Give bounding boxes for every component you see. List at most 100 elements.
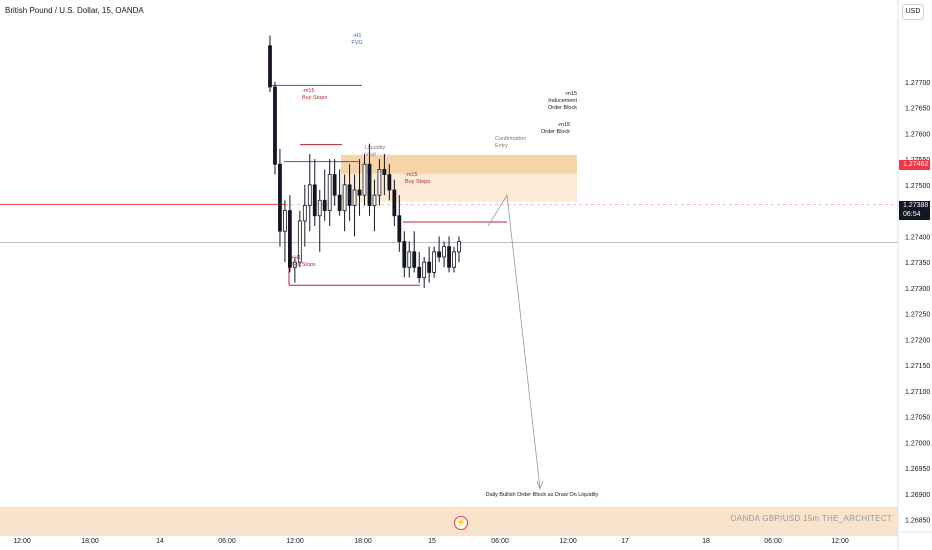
- candle-body: [273, 86, 277, 165]
- candle-body: [322, 199, 327, 212]
- candle: [427, 246, 432, 283]
- inducement-label: Inducement: [548, 98, 577, 104]
- candle: [417, 251, 422, 283]
- candle: [402, 231, 407, 278]
- time-tick-label: 06:00: [764, 538, 782, 545]
- candle-body: [347, 184, 352, 206]
- candle-body: [457, 241, 461, 253]
- candle: [287, 195, 292, 273]
- candle-body: [367, 163, 372, 206]
- candle-body: [307, 184, 312, 206]
- candle-body: [362, 163, 367, 196]
- candle: [322, 169, 327, 221]
- time-tick-label: 18:00: [81, 538, 99, 545]
- candle-body: [337, 194, 342, 212]
- currency-button[interactable]: USD: [902, 4, 924, 20]
- candle-body: [302, 205, 307, 222]
- candle: [347, 164, 352, 221]
- candle-body: [352, 189, 357, 206]
- price-tick-label: 1.27500: [905, 183, 930, 190]
- candle: [382, 153, 387, 196]
- candle: [392, 179, 397, 227]
- price-tick-label: 1.27100: [905, 389, 930, 396]
- candle-body: [372, 194, 377, 206]
- candle: [412, 231, 417, 273]
- candle-body: [422, 261, 427, 278]
- price-tick-label: 1.27400: [905, 234, 930, 241]
- candle-body: [392, 189, 397, 217]
- chart-zones: [0, 154, 898, 537]
- bar-countdown: 06:54: [903, 211, 921, 218]
- candle: [332, 159, 337, 206]
- chart-title: British Pound / U.S. Dollar, 15, OANDA: [5, 6, 144, 15]
- candle-body: [292, 261, 297, 268]
- candle: [372, 179, 377, 232]
- inducement-label: -m15: [564, 91, 577, 97]
- price-tick-label: 1.27150: [905, 363, 930, 370]
- candle: [447, 236, 451, 273]
- candle: [307, 153, 312, 232]
- candle-body: [342, 184, 347, 212]
- candle-body: [417, 266, 422, 278]
- price-tick-label: 1.26850: [905, 518, 930, 525]
- fvg-label: -H1: [353, 33, 362, 39]
- current-price-tag: 1.27388 06:54: [899, 201, 930, 220]
- candle-body: [427, 261, 432, 273]
- price-tick-label: 1.27200: [905, 337, 930, 344]
- price-tick-label: 1.26950: [905, 466, 930, 473]
- confirmation-entry-label: Entry: [495, 143, 508, 149]
- candle-body: [437, 251, 442, 258]
- candle-body: [327, 174, 332, 212]
- candle-body: [402, 241, 407, 268]
- candle: [437, 236, 442, 263]
- confirmation-entry-label: Confirmation: [495, 136, 526, 142]
- candle: [312, 159, 317, 227]
- price-tick-label: 1.26900: [905, 492, 930, 499]
- sell-stops-label: +H1: [291, 255, 301, 261]
- candle: [352, 174, 357, 237]
- candle: [407, 241, 412, 278]
- liquidity-void-label: Liquidity: [365, 145, 385, 151]
- candle-body: [442, 246, 446, 258]
- time-tick-label: 06:00: [491, 538, 509, 545]
- buy-stops-label-1: Buy Stops: [302, 95, 327, 101]
- candle-body: [357, 189, 362, 196]
- daily-order-block-zone: [0, 506, 898, 537]
- candle-body: [287, 210, 292, 268]
- candle-body: [447, 246, 451, 268]
- time-tick-label: 15: [428, 538, 436, 545]
- candle: [362, 153, 367, 206]
- candle: [442, 241, 446, 268]
- candle-body: [377, 168, 382, 196]
- time-tick-label: 17: [621, 538, 629, 545]
- candle: [337, 169, 342, 216]
- order-block-label: -m15: [557, 122, 570, 128]
- candle-body: [317, 199, 322, 217]
- price-tick-label: 1.27650: [905, 106, 930, 113]
- time-tick-label: 06:00: [218, 538, 236, 545]
- candle-body: [397, 215, 402, 242]
- time-axis: 12:00 18:00 14 06:00 12:00 18:00 15 06:00 12:00 1…: [0, 531, 932, 545]
- price-tick-label: 1.27250: [905, 312, 930, 319]
- candle-body: [407, 251, 412, 268]
- candle-body: [312, 184, 317, 217]
- candle-body: [382, 168, 387, 175]
- fvg-label: FVG: [351, 40, 362, 46]
- candle: [292, 256, 297, 283]
- price-tick-label: 1.27700: [905, 80, 930, 87]
- candle: [342, 174, 347, 232]
- lightning-icon[interactable]: ⚡: [454, 516, 468, 530]
- candle: [278, 148, 282, 247]
- sell-stops-label: Sell Stops: [291, 262, 316, 268]
- buy-stops-label-1: -m15: [302, 88, 315, 94]
- time-tick-label: 12:00: [831, 538, 849, 545]
- candle-body: [452, 251, 456, 268]
- candle: [432, 246, 437, 278]
- price-axis: 1.277001.276501.276001.275501.275001.274…: [897, 0, 930, 550]
- liquidity-void-label: Void: [365, 152, 376, 158]
- inducement-label: Order Block: [548, 105, 577, 111]
- inducement-order-block-zone: [341, 154, 577, 174]
- candle-body: [412, 251, 417, 268]
